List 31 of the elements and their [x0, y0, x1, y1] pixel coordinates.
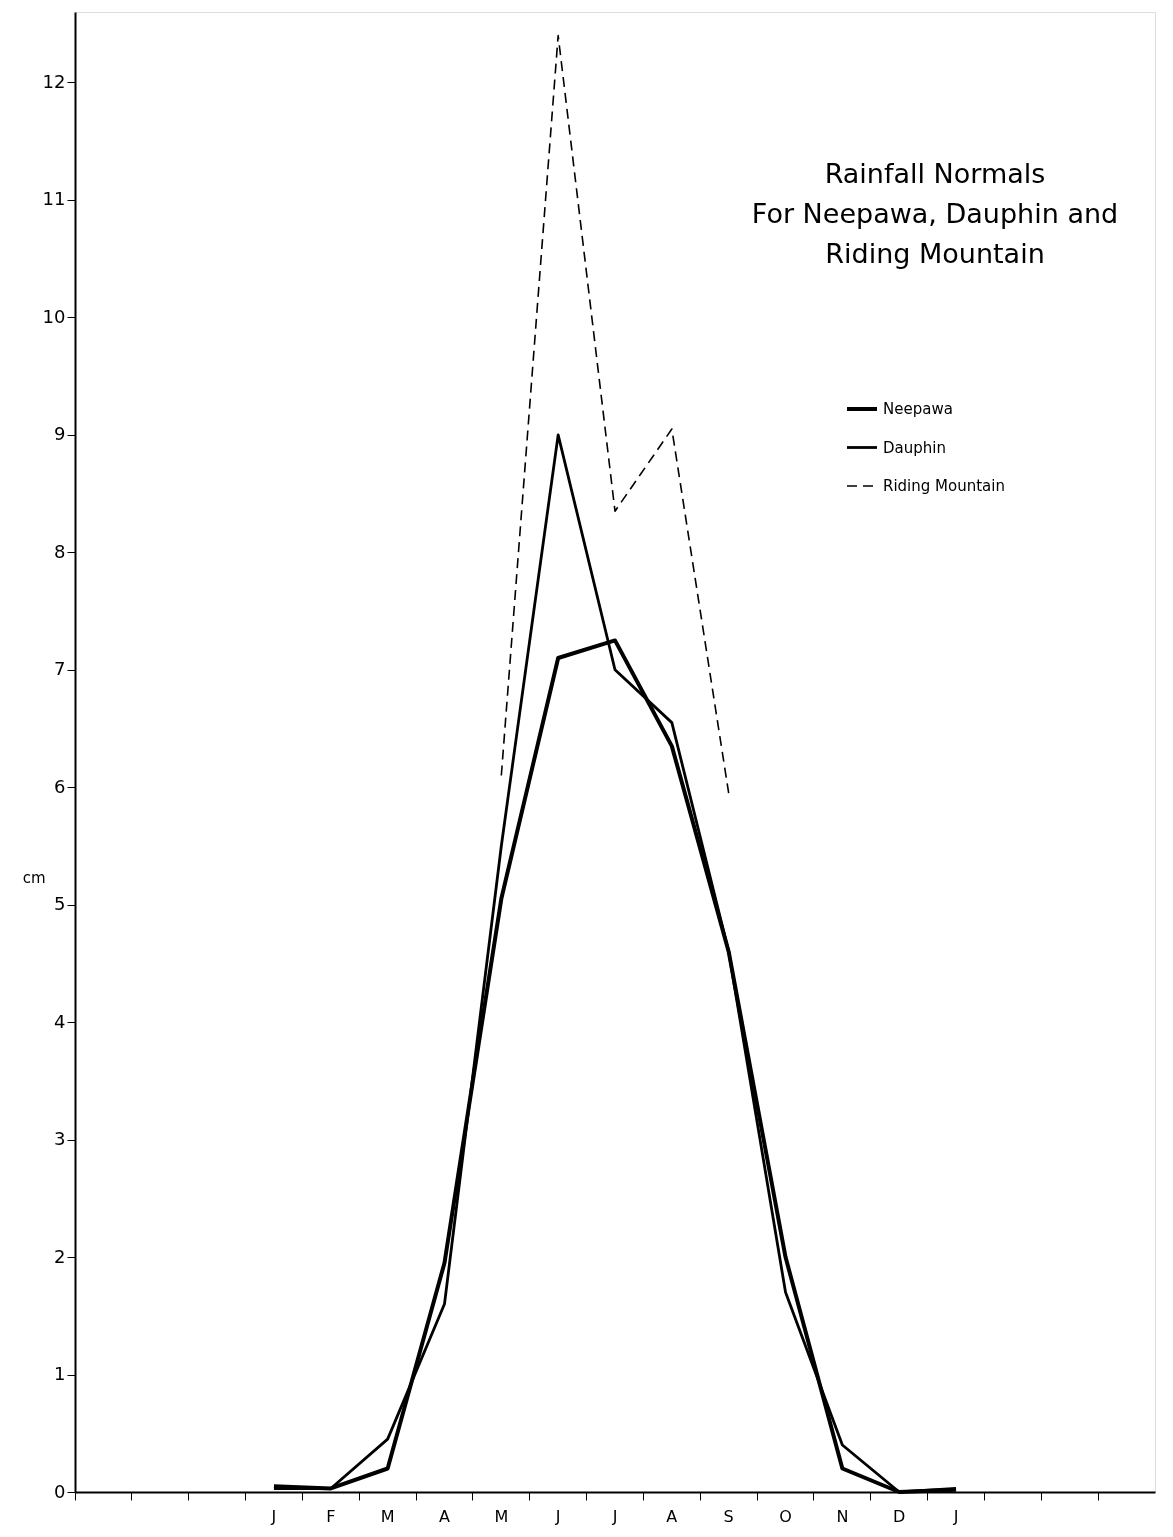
y-tick-label: 11: [42, 188, 66, 210]
x-tick-label: J: [952, 1506, 959, 1526]
x-tick-label: M: [380, 1506, 395, 1526]
text: Rainfall Normals For Neepawa, Dauphin and Riding Mountain: [751, 158, 1119, 269]
y-tick-label: 12: [42, 70, 66, 92]
x-tick-label: M: [494, 1506, 509, 1526]
y-tick-label: 6: [54, 775, 66, 797]
y-axis-title: cm: [22, 868, 46, 887]
legend-label: Neepawa: [883, 400, 953, 418]
x-tick-label: J: [554, 1506, 561, 1526]
x-tick-label: A: [666, 1506, 678, 1526]
y-tick-label: 5: [54, 893, 66, 915]
x-tick-label: J: [611, 1506, 618, 1526]
y-tick-label: 2: [54, 1245, 66, 1267]
x-tick-label: D: [893, 1506, 906, 1526]
x-tick-label: O: [779, 1506, 792, 1526]
x-tick-label: J: [270, 1506, 277, 1526]
x-tick-label: S: [723, 1506, 734, 1526]
y-tick-label: 3: [54, 1128, 66, 1150]
legend-label: Riding Mountain: [883, 477, 1005, 495]
x-tick-label: N: [836, 1506, 849, 1526]
x-tick-label: F: [326, 1506, 336, 1526]
y-tick-label: 0: [54, 1480, 66, 1502]
y-tick-label: 4: [54, 1010, 66, 1032]
x-tick-label: A: [439, 1506, 450, 1526]
y-tick-label: 1: [54, 1363, 66, 1385]
y-tick-label: 10: [42, 305, 66, 327]
y-tick-label: 8: [54, 540, 66, 562]
y-tick-label: 9: [54, 423, 66, 445]
legend-label: Dauphin: [883, 438, 946, 457]
y-tick-label: 7: [54, 658, 66, 680]
